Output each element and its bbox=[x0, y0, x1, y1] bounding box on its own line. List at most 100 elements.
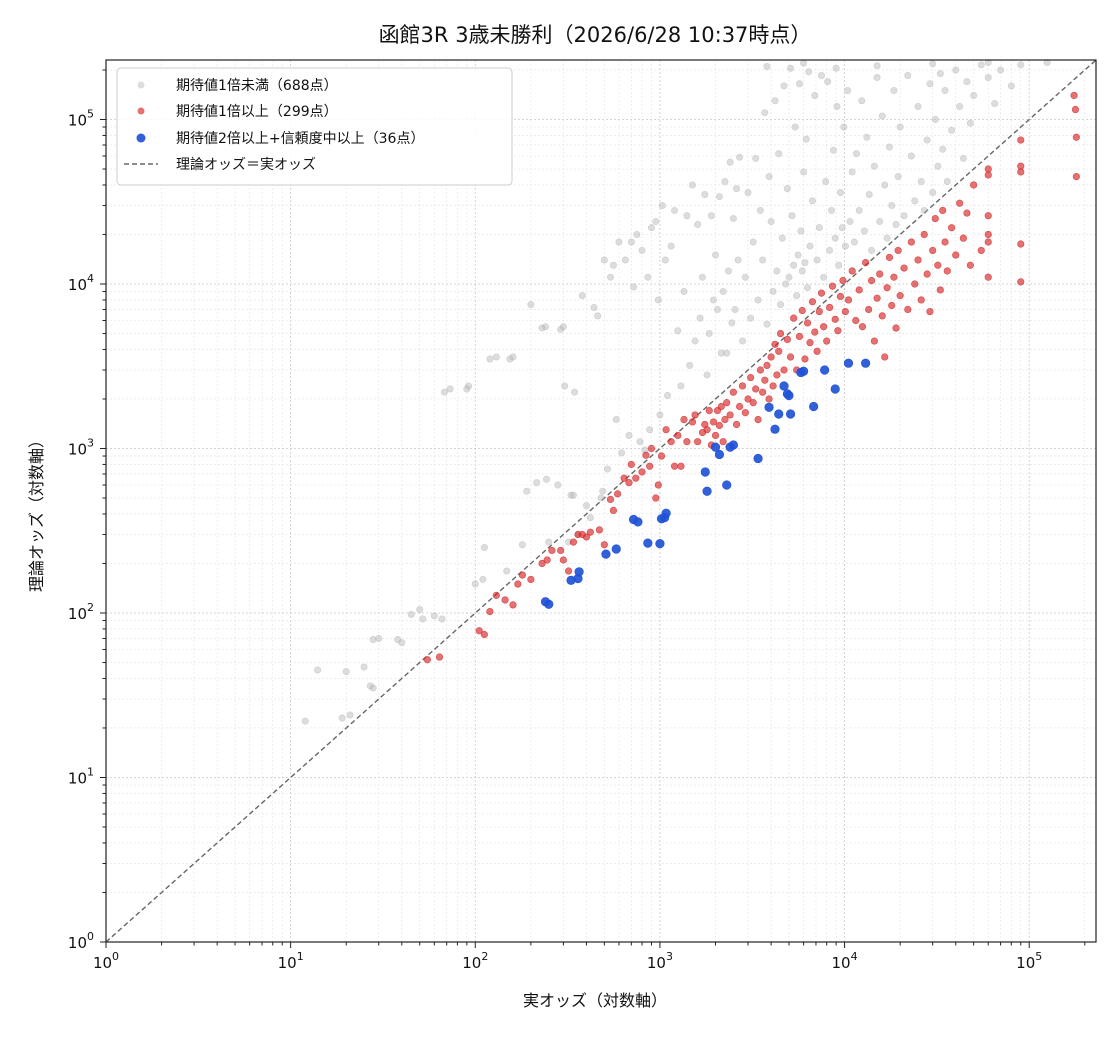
grid bbox=[105, 60, 1096, 943]
point-below-ev1 bbox=[765, 173, 773, 181]
point-below-ev1 bbox=[656, 411, 664, 419]
reference-line bbox=[105, 59, 1097, 943]
point-ev1-plus bbox=[548, 546, 556, 555]
point-below-ev1 bbox=[407, 610, 415, 618]
point-ev1-plus bbox=[771, 340, 779, 348]
point-ev2-high-confidence bbox=[779, 381, 789, 391]
point-below-ev1 bbox=[759, 256, 767, 264]
plot-frame bbox=[105, 59, 1097, 943]
point-below-ev1 bbox=[900, 212, 908, 220]
point-below-ev1 bbox=[440, 388, 448, 396]
point-below-ev1 bbox=[674, 327, 682, 335]
point-below-ev1 bbox=[701, 191, 709, 199]
point-below-ev1 bbox=[791, 123, 799, 131]
point-ev1-plus bbox=[896, 292, 904, 300]
point-below-ev1 bbox=[542, 475, 550, 483]
point-ev1-plus bbox=[914, 256, 922, 264]
y-tick-labels: 100 101 102 103 104 105 bbox=[68, 108, 94, 952]
point-ev1-plus bbox=[670, 462, 679, 470]
point-below-ev1 bbox=[914, 102, 922, 110]
point-ev2-high-confidence bbox=[611, 544, 621, 554]
point-below-ev1 bbox=[911, 197, 919, 205]
point-below-ev1 bbox=[492, 353, 500, 361]
point-below-ev1 bbox=[729, 215, 737, 223]
point-ev1-plus bbox=[941, 238, 949, 246]
point-ev2-high-confidence bbox=[633, 517, 643, 527]
point-ev1-plus bbox=[652, 494, 660, 502]
legend-marker-series-3 bbox=[136, 133, 146, 143]
x-tick-label: 100 bbox=[93, 950, 119, 972]
point-below-ev1 bbox=[723, 349, 731, 357]
x-tick-label: 105 bbox=[1016, 950, 1042, 972]
point-ev1-plus bbox=[435, 653, 444, 661]
point-ev1-plus bbox=[1072, 172, 1080, 181]
point-ev1-plus bbox=[620, 474, 628, 482]
legend-label-reference-line: 理論オッズ＝実オッズ bbox=[176, 157, 316, 173]
point-below-ev1 bbox=[627, 238, 635, 246]
y-tick-label: 103 bbox=[68, 437, 94, 459]
point-below-ev1 bbox=[963, 78, 971, 86]
point-ev1-plus bbox=[858, 323, 867, 331]
point-ev2-high-confidence bbox=[830, 384, 840, 394]
point-ev1-plus bbox=[677, 462, 685, 470]
x-tick-label: 102 bbox=[462, 950, 488, 972]
point-ev1-plus bbox=[1017, 240, 1025, 248]
point-below-ev1 bbox=[801, 259, 809, 267]
point-below-ev1 bbox=[747, 314, 755, 322]
point-ev1-plus bbox=[527, 575, 535, 584]
point-below-ev1 bbox=[767, 217, 775, 225]
point-below-ev1 bbox=[369, 636, 377, 644]
point-below-ev1 bbox=[741, 273, 749, 281]
point-ev2-high-confidence bbox=[702, 486, 712, 496]
point-below-ev1 bbox=[896, 123, 904, 131]
point-ev1-plus bbox=[754, 415, 762, 424]
point-below-ev1 bbox=[815, 224, 823, 232]
point-ev1-plus bbox=[509, 601, 517, 609]
point-below-ev1 bbox=[790, 261, 798, 269]
point-below-ev1 bbox=[509, 353, 517, 361]
point-below-ev1 bbox=[868, 246, 876, 254]
point-below-ev1 bbox=[480, 544, 488, 552]
point-ev1-plus bbox=[811, 328, 819, 336]
point-ev1-plus bbox=[717, 402, 725, 411]
point-ev1-plus bbox=[939, 206, 947, 215]
point-ev1-plus bbox=[614, 490, 622, 498]
point-ev2-high-confidence bbox=[710, 442, 721, 452]
point-below-ev1 bbox=[846, 217, 854, 225]
point-ev1-plus bbox=[828, 282, 837, 290]
point-below-ev1 bbox=[991, 100, 999, 108]
point-below-ev1 bbox=[782, 280, 790, 288]
point-ev2-high-confidence bbox=[785, 409, 796, 419]
point-below-ev1 bbox=[479, 575, 487, 583]
point-below-ev1 bbox=[984, 74, 992, 82]
point-ev1-plus bbox=[723, 399, 731, 407]
point-ev1-plus bbox=[726, 411, 734, 419]
point-below-ev1 bbox=[793, 292, 801, 300]
point-below-ev1 bbox=[858, 97, 866, 105]
point-below-ev1 bbox=[808, 197, 816, 205]
point-ev1-plus bbox=[803, 319, 812, 327]
point-ev1-plus bbox=[763, 361, 771, 370]
point-below-ev1 bbox=[715, 193, 723, 201]
point-ev1-plus bbox=[1070, 91, 1078, 100]
point-ev2-high-confidence bbox=[728, 440, 739, 450]
point-ev2-high-confidence bbox=[809, 401, 819, 412]
point-below-ev1 bbox=[644, 273, 652, 281]
point-ev1-plus bbox=[557, 546, 565, 555]
point-ev1-plus bbox=[642, 451, 650, 459]
point-below-ev1 bbox=[832, 64, 840, 72]
point-ev2-high-confidence bbox=[820, 365, 830, 375]
point-ev1-plus bbox=[703, 426, 711, 434]
point-below-ev1 bbox=[545, 538, 553, 546]
point-below-ev1 bbox=[705, 330, 713, 338]
x-tick-label: 101 bbox=[278, 950, 304, 972]
point-below-ev1 bbox=[763, 320, 771, 328]
point-below-ev1 bbox=[654, 296, 662, 304]
point-ev1-plus bbox=[783, 335, 791, 344]
point-ev1-plus bbox=[705, 406, 713, 415]
point-ev1-plus bbox=[709, 418, 718, 426]
point-ev1-plus bbox=[625, 479, 633, 487]
x-tick-labels: 100 101 102 103 104 105 bbox=[93, 950, 1042, 972]
point-below-ev1 bbox=[977, 61, 985, 69]
